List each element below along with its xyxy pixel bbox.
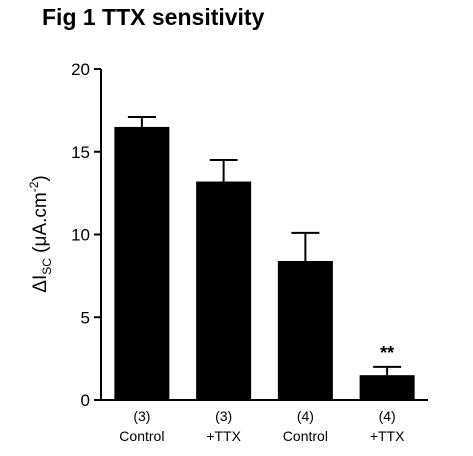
x-category-n: (3): [215, 408, 232, 424]
x-category-label: +TTX: [370, 428, 405, 444]
x-category-n: (4): [379, 408, 396, 424]
y-axis-label-units: (μA.cm: [30, 192, 51, 258]
x-category-label: Control: [119, 428, 164, 444]
y-tick-label: 15: [71, 143, 90, 162]
x-category-n: (4): [297, 408, 314, 424]
bar: [196, 181, 252, 400]
x-category-label: +TTX: [206, 428, 241, 444]
y-tick-label: 5: [81, 308, 90, 327]
y-tick-label: 20: [71, 60, 90, 79]
y-axis-label-superscript: -2: [27, 181, 41, 192]
bar: [114, 126, 170, 401]
x-category-label: Control: [283, 428, 328, 444]
significance-annotation: **: [380, 343, 394, 363]
x-category-n: (3): [133, 408, 150, 424]
figure-title: Fig 1 TTX sensitivity: [42, 4, 265, 30]
bar: [277, 260, 333, 400]
y-tick-label: 10: [71, 226, 90, 245]
y-axis-label: ΔISC (μA.cm-2): [27, 175, 54, 293]
y-axis-label-prefix: ΔI: [30, 275, 51, 293]
y-axis-label-close: ): [30, 175, 51, 181]
svg-text:ΔISC (μA.cm-2): ΔISC (μA.cm-2): [27, 175, 54, 293]
y-axis-label-subscript: SC: [40, 258, 54, 275]
y-tick-label: 0: [81, 391, 90, 410]
bar: [359, 375, 415, 400]
